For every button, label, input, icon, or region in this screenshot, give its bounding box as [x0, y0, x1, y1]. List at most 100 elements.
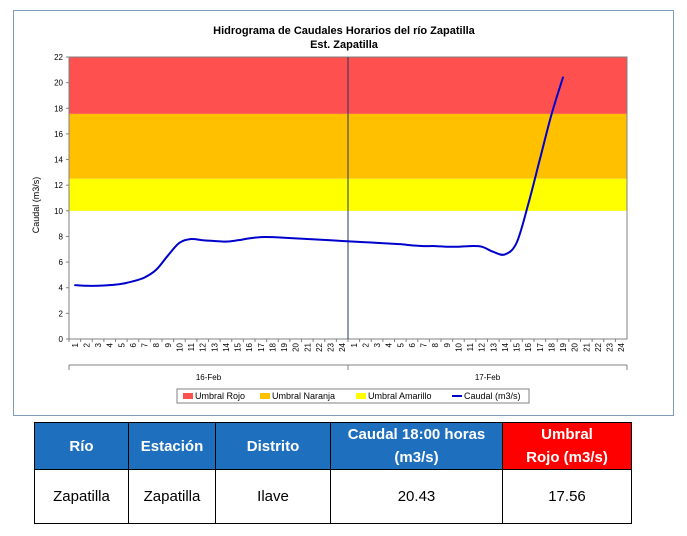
- x-tick-label-9: 10: [175, 342, 184, 351]
- x-tick-label-44: 21: [582, 342, 591, 351]
- data-point-25: [364, 241, 367, 244]
- chart-canvas: Hidrograma de Caudales Horarios del río …: [31, 25, 628, 404]
- data-point-1: [85, 285, 88, 287]
- flow-summary-table: Río Estación Distrito Caudal 18:00 horas…: [34, 422, 632, 524]
- table-header-row: Río Estación Distrito Caudal 18:00 horas…: [34, 422, 632, 470]
- x-tick-label-43: 20: [571, 342, 580, 351]
- y-tick-label-2: 4: [59, 284, 64, 293]
- data-point-38: [515, 242, 518, 244]
- data-point-18: [283, 236, 285, 239]
- x-tick-label-0: 1: [71, 342, 80, 347]
- header-rio: Río: [34, 422, 129, 470]
- y-tick-label-10: 20: [54, 79, 63, 88]
- data-point-16: [260, 236, 262, 238]
- x-tick-label-41: 18: [547, 342, 556, 351]
- y-tick-label-3: 6: [59, 258, 64, 267]
- data-point-2: [97, 285, 99, 287]
- header-umbral-rojo: Umbral Rojo (m3/s): [502, 422, 632, 470]
- legend-swatch-0: [183, 393, 193, 399]
- chart-title: Hidrograma de Caudales Horarios del río …: [213, 25, 476, 37]
- chart-subtitle: Est. Zapatilla: [310, 39, 379, 51]
- header-caudal-line1: Caudal 18:00 horas: [347, 426, 486, 443]
- x-tick-label-12: 13: [210, 342, 219, 351]
- x-tick-label-35: 12: [478, 342, 487, 351]
- x-tick-label-46: 23: [606, 342, 615, 351]
- x-tick-label-14: 15: [234, 342, 243, 351]
- x-tick-label-26: 3: [373, 342, 382, 347]
- x-tick-label-11: 12: [199, 342, 208, 351]
- x-tick-label-40: 17: [536, 342, 545, 351]
- x-tick-label-28: 5: [396, 342, 405, 347]
- data-point-39: [527, 203, 529, 206]
- data-point-35: [480, 245, 483, 248]
- legend-label-3: Caudal (m3/s): [464, 391, 521, 401]
- header-umbral-line1: Umbral: [541, 426, 593, 443]
- x-tick-label-17: 18: [268, 342, 277, 351]
- data-point-24: [353, 240, 355, 243]
- y-tick-label-1: 2: [59, 309, 64, 318]
- data-point-20: [306, 238, 309, 240]
- cell-rio: Zapatilla: [34, 469, 129, 524]
- y-tick-label-9: 18: [54, 104, 63, 113]
- hydrograph-chart: Hidrograma de Caudales Horarios del río …: [13, 10, 674, 416]
- cell-distrito: Ilave: [215, 469, 331, 524]
- y-tick-label-4: 8: [59, 232, 64, 241]
- x-tick-label-18: 19: [280, 342, 289, 351]
- data-point-30: [422, 245, 425, 247]
- x-tick-label-21: 22: [315, 342, 324, 351]
- x-tick-label-45: 22: [594, 342, 603, 351]
- data-point-15: [248, 237, 250, 240]
- x-tick-label-20: 21: [303, 342, 312, 351]
- x-tick-label-30: 7: [420, 342, 429, 347]
- data-point-13: [225, 240, 227, 243]
- x-tick-label-5: 6: [129, 342, 138, 347]
- legend-label-2: Umbral Amarillo: [368, 391, 432, 401]
- y-axis-title: Caudal (m3/s): [31, 177, 41, 234]
- x-tick-label-31: 8: [431, 342, 440, 347]
- cell-estacion: Zapatilla: [128, 469, 216, 524]
- y-tick-label-0: 0: [59, 335, 64, 344]
- data-point-19: [294, 237, 297, 240]
- data-point-0: [74, 284, 76, 286]
- x-tick-label-32: 9: [443, 342, 452, 347]
- x-tick-label-8: 9: [164, 342, 173, 347]
- data-point-3: [108, 284, 111, 286]
- x-tick-label-22: 23: [327, 342, 336, 351]
- header-caudal: Caudal 18:00 horas (m3/s): [330, 422, 503, 470]
- header-distrito: Distrito: [215, 422, 331, 470]
- data-point-4: [120, 283, 123, 285]
- data-point-11: [201, 239, 204, 242]
- data-point-42: [562, 76, 564, 78]
- data-point-28: [399, 243, 402, 245]
- x-tick-label-2: 3: [94, 342, 103, 347]
- y-tick-label-6: 12: [54, 181, 63, 190]
- x-tick-label-24: 1: [350, 342, 359, 347]
- data-point-6: [143, 276, 146, 279]
- header-umbral-line2: Rojo (m3/s): [526, 449, 608, 466]
- day-group-label-1: 17-Feb: [475, 373, 501, 382]
- x-tick-label-37: 14: [501, 342, 510, 351]
- data-point-33: [457, 245, 460, 248]
- x-tick-label-16: 17: [257, 342, 266, 351]
- y-tick-label-5: 10: [54, 207, 63, 216]
- data-point-12: [213, 240, 216, 242]
- data-point-17: [271, 236, 274, 238]
- x-tick-label-38: 15: [513, 342, 522, 351]
- x-tick-label-10: 11: [187, 342, 196, 351]
- data-point-26: [376, 242, 378, 244]
- header-estacion: Estación: [128, 422, 216, 470]
- cell-umbral-rojo: 17.56: [502, 469, 632, 524]
- data-point-7: [155, 268, 157, 271]
- header-caudal-line2: (m3/s): [394, 449, 439, 466]
- cell-caudal: 20.43: [330, 469, 503, 524]
- legend-swatch-1: [260, 393, 270, 399]
- x-tick-label-7: 8: [152, 342, 161, 347]
- x-tick-label-34: 11: [466, 342, 475, 351]
- data-point-34: [469, 245, 471, 247]
- x-tick-label-4: 5: [117, 342, 126, 347]
- data-point-41: [550, 113, 553, 116]
- day-group-label-0: 16-Feb: [196, 373, 222, 382]
- x-tick-label-19: 20: [292, 342, 301, 351]
- data-point-5: [132, 280, 134, 283]
